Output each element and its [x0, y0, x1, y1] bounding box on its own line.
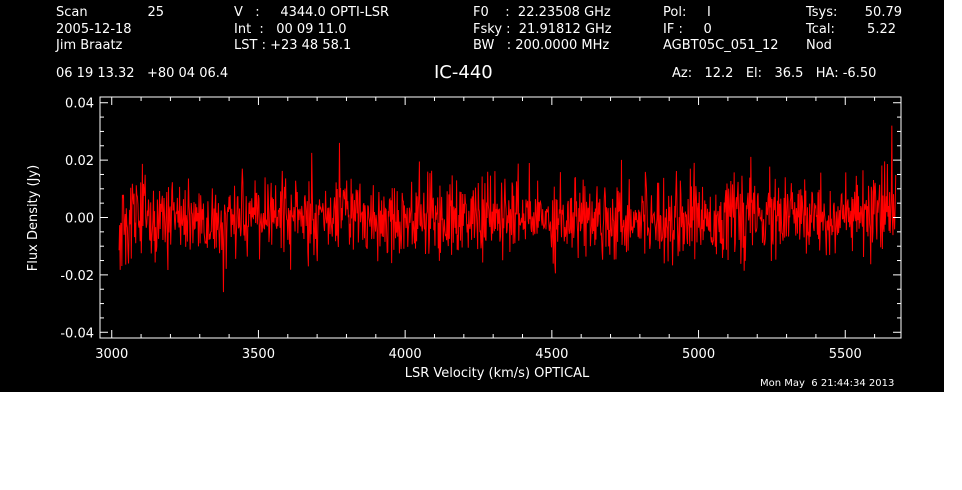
scan-number: 25	[147, 5, 164, 20]
rest-frequency: F0 : 22.23508 GHz	[473, 5, 611, 20]
scan-label: Scan	[56, 5, 88, 20]
y-tick-label: -0.02	[60, 269, 94, 284]
y-tick-label: 0.04	[65, 97, 94, 112]
az-el-ha: Az: 12.2 El: 36.5 HA: -6.50	[672, 66, 877, 81]
x-tick-label: 3500	[242, 347, 275, 362]
x-tick-label: 4500	[535, 347, 568, 362]
y-axis-label: Flux Density (Jy)	[26, 165, 41, 271]
observation-date: 2005-12-18	[56, 22, 132, 37]
spectrum-plot-window: Scan 25 2005-12-18 Jim Braatz V : 4344.0…	[0, 0, 944, 392]
timestamp: Mon May 6 21:44:34 2013	[760, 378, 895, 389]
switching-mode: Nod	[806, 38, 832, 53]
x-axis-ticks: 3000 3500 4000 4500 5000 5500	[95, 97, 876, 362]
tcal-value: 5.22	[867, 22, 896, 37]
if-number: IF : 0	[663, 22, 712, 37]
tsys-value: 50.79	[864, 5, 902, 20]
spectrum-chart: 3000 3500 4000 4500 5000 5500 -0.04 -0.02 0.00 0…	[26, 96, 902, 381]
y-axis-ticks: -0.04 -0.02 0.00 0.02 0.04	[60, 97, 901, 341]
y-tick-label: -0.04	[60, 326, 94, 341]
y-tick-label: 0.02	[65, 154, 94, 169]
lst-value: LST : +23 48 58.1	[234, 38, 352, 53]
x-tick-label: 5500	[829, 347, 862, 362]
x-axis-label: LSR Velocity (km/s) OPTICAL	[405, 366, 590, 381]
spectrum-line-group	[118, 125, 897, 293]
source-coordinates: 06 19 13.32 +80 04 06.4	[56, 66, 229, 81]
x-tick-label: 4000	[389, 347, 422, 362]
bandwidth: BW : 200.0000 MHz	[473, 38, 610, 53]
project-id: AGBT05C_051_12	[663, 38, 779, 53]
spectrum-trace	[118, 125, 897, 293]
sky-frequency: Fsky : 21.91812 GHz	[473, 22, 612, 37]
velocity-info: V : 4344.0 OPTI-LSR	[234, 5, 390, 20]
tcal-label: Tcal:	[806, 22, 835, 37]
tsys-label: Tsys:	[806, 5, 838, 20]
y-tick-label: 0.00	[65, 212, 94, 227]
x-tick-label: 3000	[95, 347, 128, 362]
x-tick-label: 5000	[682, 347, 715, 362]
integration-time: Int : 00 09 11.0	[234, 22, 347, 37]
observer-name: Jim Braatz	[56, 38, 123, 53]
chart-title: IC-440	[434, 62, 493, 83]
polarization: Pol: I	[663, 5, 711, 20]
